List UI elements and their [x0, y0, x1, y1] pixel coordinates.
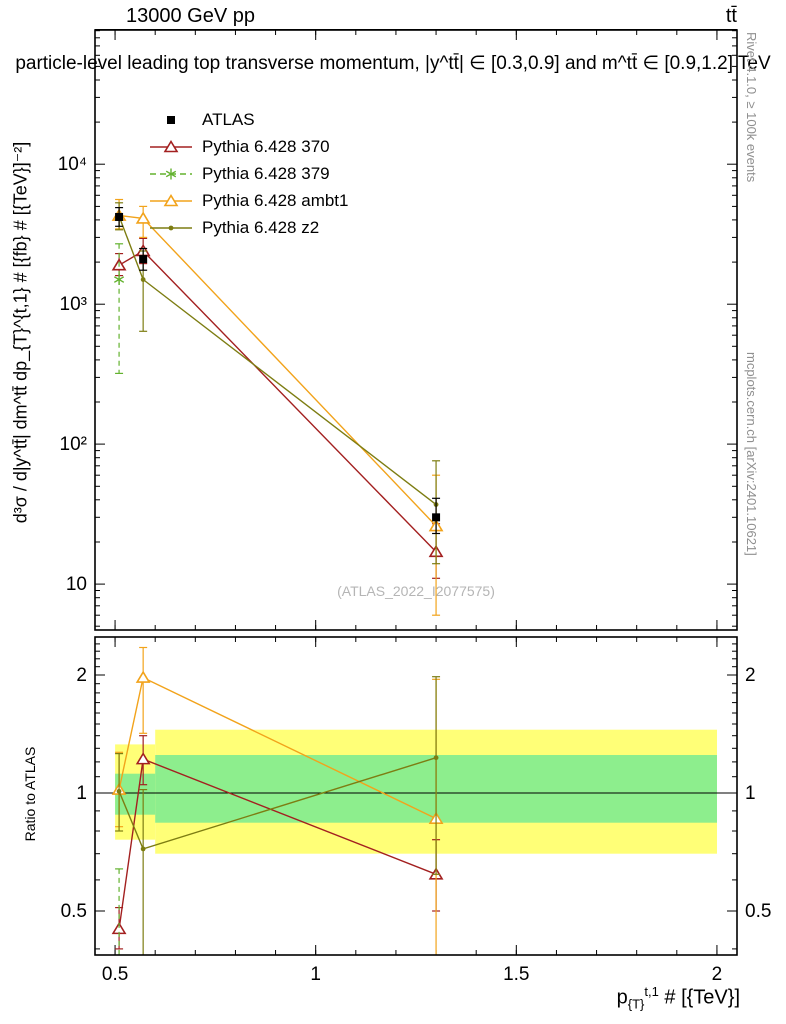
legend: ATLAS Pythia 6.428 370 Pythia 6.428 379 …	[148, 106, 348, 241]
svg-text:1: 1	[310, 964, 321, 985]
svg-text:0.5: 0.5	[61, 901, 87, 922]
x-axis-label-rest: # [{TeV}]	[658, 986, 740, 1009]
x-axis-label-sup: t,1	[644, 984, 659, 999]
analysis-id-watermark: (ATLAS_2022_I2077575)	[337, 583, 495, 599]
svg-text:0.5: 0.5	[102, 964, 128, 985]
svg-text:2: 2	[745, 665, 756, 686]
svg-text:10: 10	[66, 574, 87, 595]
svg-text:1.5: 1.5	[503, 964, 529, 985]
legend-item-pythia-379: Pythia 6.428 379	[148, 160, 348, 187]
x-axis-label-sub: {T}	[627, 996, 645, 1012]
pythia-379-marker-icon	[150, 168, 192, 179]
legend-label: Pythia 6.428 379	[202, 163, 330, 183]
header-rule	[95, 29, 737, 30]
rivet-version-note: Rivet 4.1.0, ≥ 100k events	[744, 32, 759, 183]
main-series	[111, 198, 444, 616]
svg-text:10²: 10²	[60, 434, 87, 455]
plot-title: particle-level leading top transverse mo…	[15, 53, 771, 74]
process-label: tt̄	[725, 5, 737, 27]
svg-text:0.5: 0.5	[745, 901, 771, 922]
legend-label: ATLAS	[202, 109, 255, 129]
pythia-z2-marker-icon	[150, 225, 192, 230]
ratio-uncertainty-bands	[95, 729, 737, 854]
main-y-axis-label: d³σ / d|y^tt̄| dm^tt̄ dp_{T}^{t,1} # [{f…	[10, 141, 31, 524]
svg-text:1: 1	[76, 783, 87, 804]
mcplots-reference-note: mcplots.cern.ch [arXiv:2401.10621]	[744, 352, 759, 556]
pythia-ambt1-marker-icon	[150, 193, 192, 206]
svg-text:10⁴: 10⁴	[58, 154, 87, 175]
legend-item-pythia-ambt1: Pythia 6.428 ambt1	[148, 187, 348, 214]
legend-label: Pythia 6.428 ambt1	[202, 190, 349, 210]
legend-label: Pythia 6.428 370	[202, 136, 330, 156]
svg-text:10³: 10³	[60, 294, 87, 315]
pythia-370-marker-icon	[150, 139, 192, 152]
svg-text:1: 1	[745, 783, 756, 804]
ratio-y-axis-label: Ratio to ATLAS	[22, 746, 38, 842]
legend-label: Pythia 6.428 z2	[202, 217, 320, 237]
legend-item-pythia-z2: Pythia 6.428 z2	[148, 214, 348, 241]
svg-text:2: 2	[712, 964, 723, 985]
atlas-marker-icon	[167, 115, 175, 124]
x-axis-label-base: p	[616, 986, 628, 1009]
legend-item-atlas: ATLAS	[148, 106, 348, 133]
ratio-series	[111, 646, 444, 955]
legend-item-pythia-370: Pythia 6.428 370	[148, 133, 348, 160]
x-axis-label: p{T}t,1 # [{TeV}]	[617, 984, 740, 1012]
svg-text:2: 2	[76, 665, 87, 686]
beam-energy-label: 13000 GeV pp	[126, 5, 255, 27]
